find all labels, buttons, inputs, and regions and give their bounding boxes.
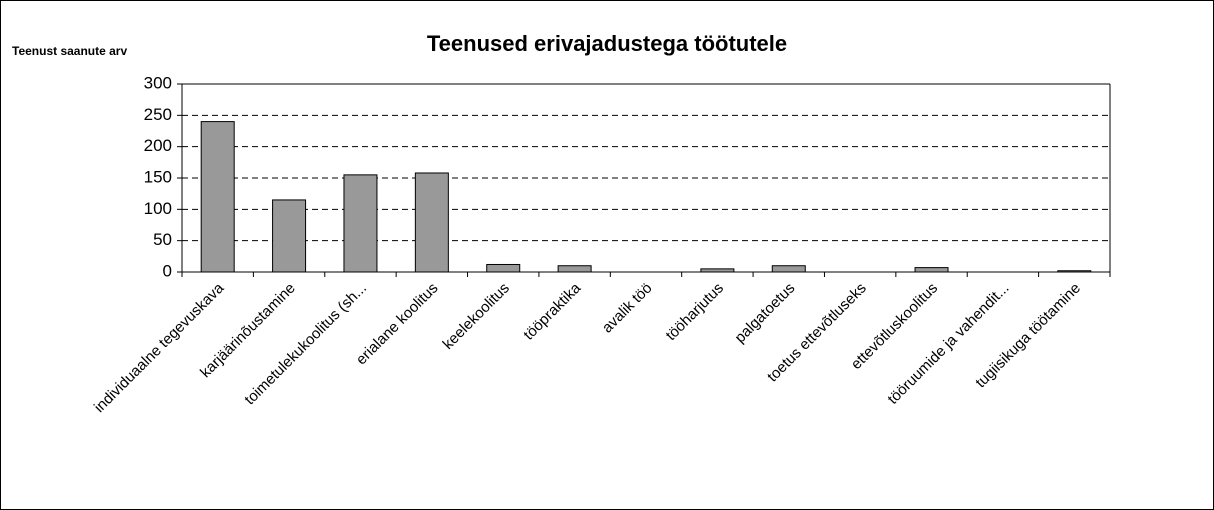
bar bbox=[486, 263, 521, 273]
y-tick-label: 50 bbox=[153, 230, 172, 249]
y-tick-label: 100 bbox=[144, 199, 172, 218]
bar bbox=[343, 174, 378, 273]
y-tick-label: 150 bbox=[144, 167, 172, 186]
chart-title: Teenused erivajadustega töötutele bbox=[427, 31, 787, 56]
bar bbox=[414, 172, 449, 273]
bar bbox=[272, 199, 307, 273]
y-tick-label: 0 bbox=[163, 261, 172, 280]
bar bbox=[914, 267, 949, 273]
bar bbox=[557, 265, 592, 273]
y-tick-label: 200 bbox=[144, 136, 172, 155]
y-tick-label: 250 bbox=[144, 105, 172, 124]
bar bbox=[771, 265, 806, 273]
bar bbox=[200, 121, 235, 273]
y-axis-label: Teenust saanute arv bbox=[12, 44, 127, 58]
y-tick-label: 300 bbox=[144, 73, 172, 92]
